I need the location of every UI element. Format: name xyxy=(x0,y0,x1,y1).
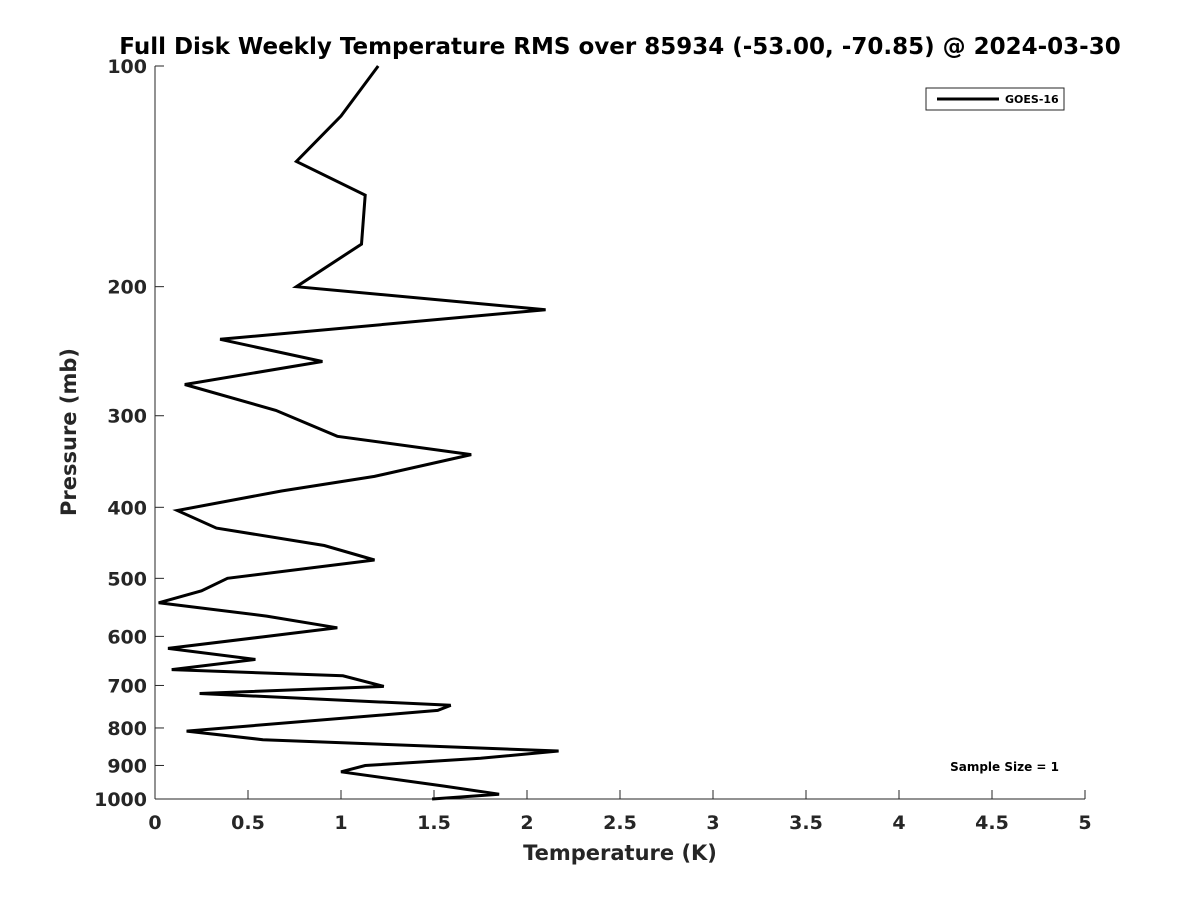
y-tick-label: 800 xyxy=(107,718,147,740)
x-ticks: 0 0.5 1 1.5 2 2.5 3 3.5 4 4.5 5 xyxy=(148,790,1092,834)
y-tick-label: 600 xyxy=(107,626,147,648)
sample-size-annotation: Sample Size = 1 xyxy=(950,760,1059,774)
x-tick-label: 3 xyxy=(706,812,719,834)
x-tick-label: 3.5 xyxy=(789,812,823,834)
x-tick-label: 1.5 xyxy=(417,812,451,834)
y-tick-label: 900 xyxy=(107,755,147,777)
y-axis-label: Pressure (mb) xyxy=(57,348,81,516)
y-tick-label: 200 xyxy=(107,277,147,299)
x-tick-label: 4.5 xyxy=(975,812,1009,834)
x-tick-label: 2 xyxy=(520,812,533,834)
x-tick-label: 1 xyxy=(334,812,347,834)
x-axis-label: Temperature (K) xyxy=(523,841,717,865)
series-layer xyxy=(158,65,559,801)
y-tick-label: 300 xyxy=(107,406,147,428)
y-tick-label: 1000 xyxy=(94,789,147,811)
y-ticks: 100 200 300 400 500 600 700 800 900 1000 xyxy=(94,56,164,811)
plot-area: 0 0.5 1 1.5 2 2.5 3 3.5 4 4.5 5 100 200 300 400 500 600… xyxy=(94,56,1092,834)
y-tick-label: 100 xyxy=(107,56,147,78)
y-tick-label: 700 xyxy=(107,675,147,697)
chart-title: Full Disk Weekly Temperature RMS over 85… xyxy=(119,34,1121,60)
y-tick-label: 500 xyxy=(107,568,147,590)
x-tick-label: 4 xyxy=(892,812,905,834)
series-line-goes-16 xyxy=(158,65,559,801)
legend: GOES-16 xyxy=(925,87,1065,111)
x-tick-label: 5 xyxy=(1078,812,1091,834)
y-tick-label: 400 xyxy=(107,497,147,519)
x-tick-label: 0 xyxy=(148,812,161,834)
x-tick-label: 2.5 xyxy=(603,812,637,834)
legend-label-goes-16: GOES-16 xyxy=(1005,93,1059,106)
x-tick-label: 0.5 xyxy=(231,812,265,834)
